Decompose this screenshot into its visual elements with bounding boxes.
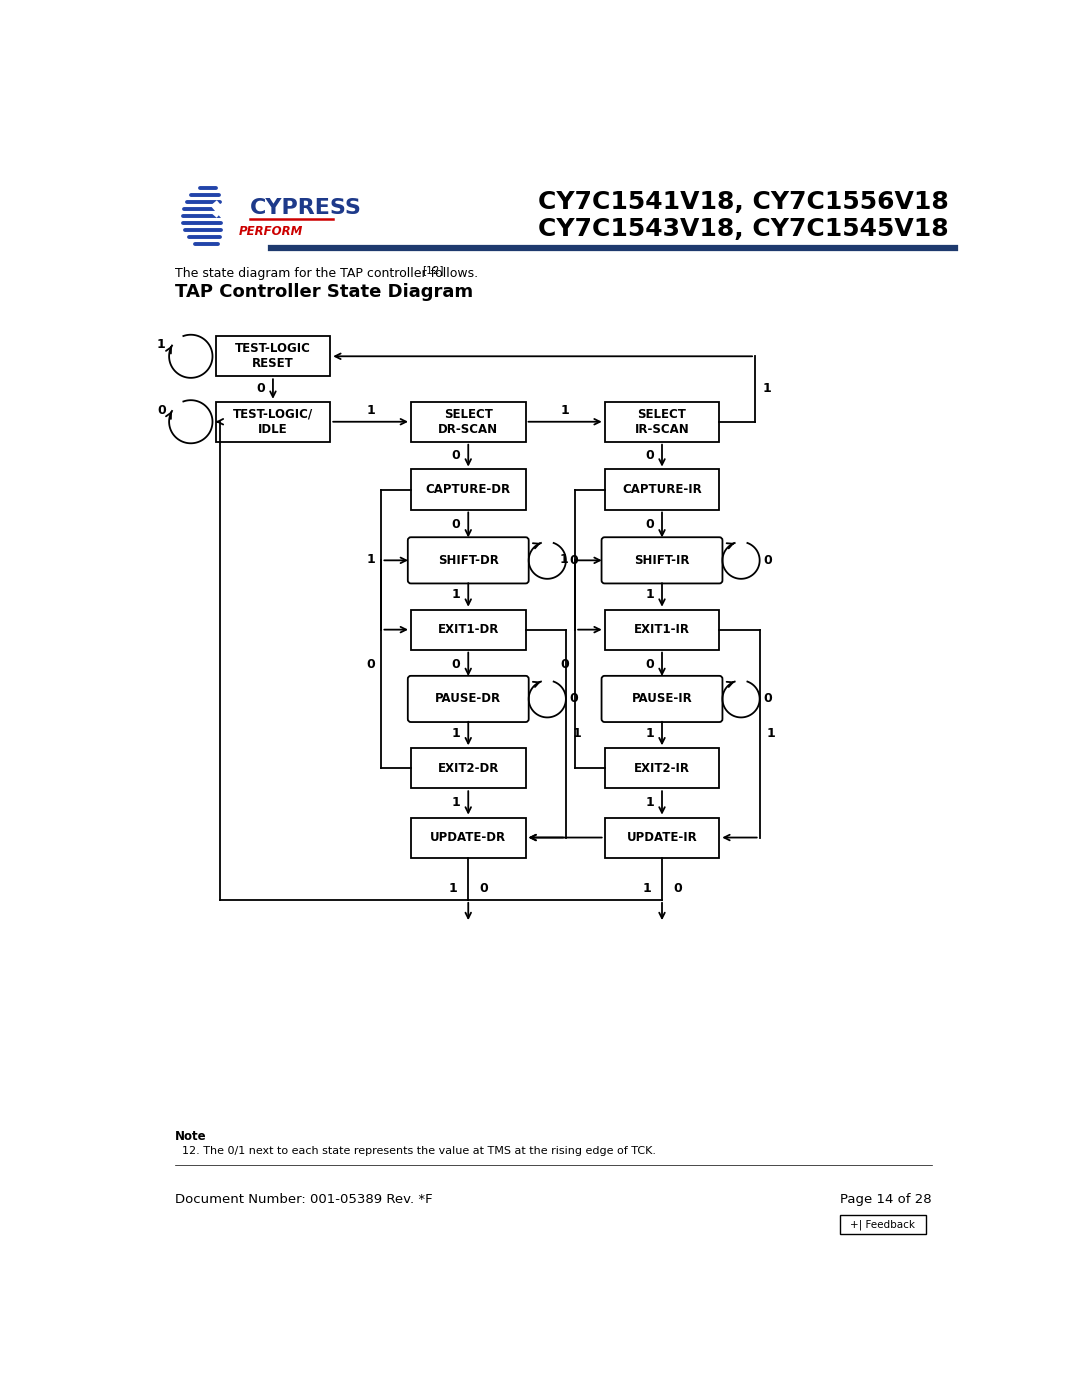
Text: 0: 0 xyxy=(764,693,772,705)
Text: 1: 1 xyxy=(451,588,460,602)
Text: 1: 1 xyxy=(572,726,581,740)
FancyBboxPatch shape xyxy=(216,402,330,441)
FancyBboxPatch shape xyxy=(410,469,526,510)
Text: PAUSE-IR: PAUSE-IR xyxy=(632,693,692,705)
Text: Page 14 of 28: Page 14 of 28 xyxy=(840,1193,932,1206)
Text: 1: 1 xyxy=(559,553,569,566)
Text: 1: 1 xyxy=(645,588,654,602)
Text: 12. The 0/1 next to each state represents the value at TMS at the rising edge of: 12. The 0/1 next to each state represent… xyxy=(175,1146,657,1155)
Text: 0: 0 xyxy=(366,658,375,671)
Text: The state diagram for the TAP controller follows.: The state diagram for the TAP controller… xyxy=(175,267,478,281)
FancyBboxPatch shape xyxy=(410,609,526,650)
FancyBboxPatch shape xyxy=(605,749,719,788)
Text: EXIT1-IR: EXIT1-IR xyxy=(634,623,690,636)
Text: CYPRESS: CYPRESS xyxy=(249,198,362,218)
Text: +| Feedback: +| Feedback xyxy=(850,1220,916,1231)
Text: 1: 1 xyxy=(157,338,165,351)
FancyBboxPatch shape xyxy=(216,337,330,376)
Text: PERFORM: PERFORM xyxy=(239,225,302,237)
Text: CY7C1541V18, CY7C1556V18: CY7C1541V18, CY7C1556V18 xyxy=(538,190,948,214)
Text: SELECT
IR-SCAN: SELECT IR-SCAN xyxy=(635,408,689,436)
FancyBboxPatch shape xyxy=(605,402,719,441)
Text: UPDATE-IR: UPDATE-IR xyxy=(626,831,698,844)
Text: 0: 0 xyxy=(451,658,460,671)
Text: 0: 0 xyxy=(157,404,165,416)
FancyBboxPatch shape xyxy=(602,538,723,584)
Text: 0: 0 xyxy=(645,518,654,531)
Text: 1: 1 xyxy=(561,405,569,418)
Text: TAP Controller State Diagram: TAP Controller State Diagram xyxy=(175,284,473,302)
Text: SHIFT-DR: SHIFT-DR xyxy=(437,553,499,567)
Text: 1: 1 xyxy=(645,796,654,809)
FancyBboxPatch shape xyxy=(408,676,529,722)
Text: 1: 1 xyxy=(764,383,772,395)
Text: CY7C1543V18, CY7C1545V18: CY7C1543V18, CY7C1545V18 xyxy=(538,218,948,242)
FancyBboxPatch shape xyxy=(410,402,526,441)
Text: TEST-LOGIC
RESET: TEST-LOGIC RESET xyxy=(235,342,311,370)
Text: CAPTURE-DR: CAPTURE-DR xyxy=(426,483,511,496)
Text: EXIT2-IR: EXIT2-IR xyxy=(634,761,690,775)
Text: 1: 1 xyxy=(448,882,457,895)
Text: CAPTURE-IR: CAPTURE-IR xyxy=(622,483,702,496)
Text: 0: 0 xyxy=(451,448,460,462)
Text: 1: 1 xyxy=(366,405,375,418)
Text: 1: 1 xyxy=(643,882,651,895)
Text: 1: 1 xyxy=(766,726,774,740)
Text: 0: 0 xyxy=(569,693,578,705)
Text: 0: 0 xyxy=(256,383,265,395)
Text: 1: 1 xyxy=(366,553,375,566)
Text: 1: 1 xyxy=(451,796,460,809)
Text: SELECT
DR-SCAN: SELECT DR-SCAN xyxy=(438,408,498,436)
Text: 0: 0 xyxy=(559,658,569,671)
FancyBboxPatch shape xyxy=(410,817,526,858)
Text: 0: 0 xyxy=(480,882,488,895)
Text: 0: 0 xyxy=(645,658,654,671)
Text: 0: 0 xyxy=(645,448,654,462)
Text: PAUSE-DR: PAUSE-DR xyxy=(435,693,501,705)
FancyBboxPatch shape xyxy=(605,469,719,510)
Text: UPDATE-DR: UPDATE-DR xyxy=(430,831,507,844)
Text: TEST-LOGIC/
IDLE: TEST-LOGIC/ IDLE xyxy=(233,408,313,436)
FancyBboxPatch shape xyxy=(602,676,723,722)
Text: SHIFT-IR: SHIFT-IR xyxy=(634,553,690,567)
Text: 0: 0 xyxy=(764,553,772,567)
Text: [12]: [12] xyxy=(422,265,443,275)
Text: EXIT1-DR: EXIT1-DR xyxy=(437,623,499,636)
FancyBboxPatch shape xyxy=(840,1215,926,1234)
Text: 1: 1 xyxy=(645,726,654,740)
Text: Document Number: 001-05389 Rev. *F: Document Number: 001-05389 Rev. *F xyxy=(175,1193,433,1206)
FancyBboxPatch shape xyxy=(410,749,526,788)
Text: EXIT2-DR: EXIT2-DR xyxy=(437,761,499,775)
Text: 0: 0 xyxy=(569,553,578,567)
FancyBboxPatch shape xyxy=(605,609,719,650)
Text: Note: Note xyxy=(175,1130,207,1143)
Text: 0: 0 xyxy=(673,882,681,895)
Text: 0: 0 xyxy=(451,518,460,531)
Text: 1: 1 xyxy=(451,726,460,740)
FancyBboxPatch shape xyxy=(605,817,719,858)
FancyBboxPatch shape xyxy=(408,538,529,584)
